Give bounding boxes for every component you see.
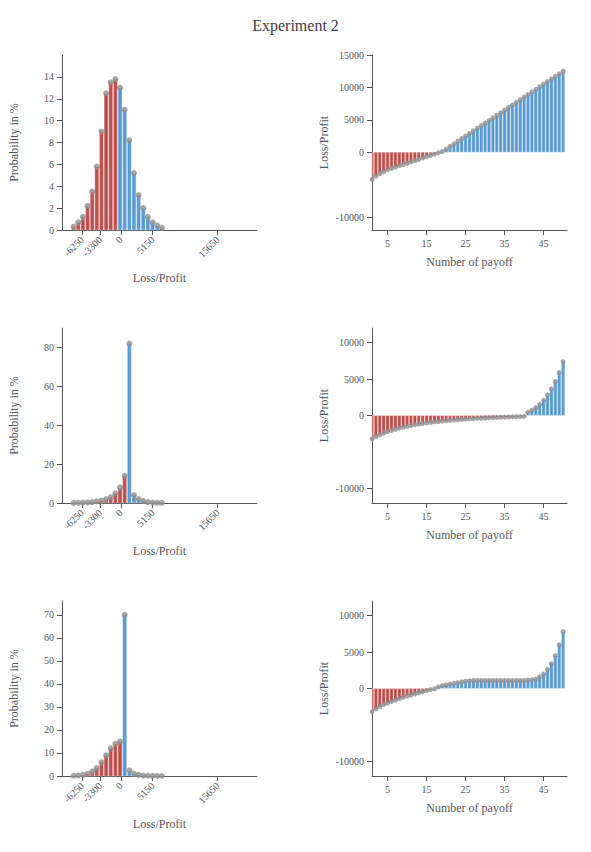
svg-text:15650: 15650: [196, 780, 221, 805]
svg-text:Loss/Profit: Loss/Profit: [317, 661, 331, 715]
svg-text:15: 15: [422, 511, 432, 522]
svg-text:Number of payoff: Number of payoff: [426, 528, 512, 542]
svg-text:Probability in %: Probability in %: [7, 376, 21, 455]
svg-text:2: 2: [49, 203, 54, 214]
svg-text:5000: 5000: [344, 114, 364, 125]
svg-text:14: 14: [44, 71, 54, 82]
svg-text:5150: 5150: [135, 780, 157, 802]
svg-text:-3300: -3300: [80, 780, 104, 804]
svg-text:80: 80: [44, 342, 54, 353]
svg-text:20: 20: [44, 459, 54, 470]
svg-text:4: 4: [49, 181, 54, 192]
svg-text:5: 5: [385, 238, 390, 249]
svg-text:5000: 5000: [344, 647, 364, 658]
svg-text:-3300: -3300: [80, 507, 104, 531]
svg-text:0: 0: [113, 780, 124, 791]
svg-text:-3300: -3300: [80, 234, 104, 258]
svg-text:10000: 10000: [339, 337, 364, 348]
svg-text:10000: 10000: [339, 82, 364, 93]
svg-text:20: 20: [44, 724, 54, 735]
svg-text:0: 0: [359, 410, 364, 421]
svg-text:6: 6: [49, 159, 54, 170]
svg-text:Number of payoff: Number of payoff: [426, 801, 512, 815]
svg-text:25: 25: [461, 784, 471, 795]
svg-text:5000: 5000: [344, 374, 364, 385]
svg-text:Loss/Profit: Loss/Profit: [317, 388, 331, 442]
svg-text:15000: 15000: [339, 50, 364, 61]
svg-text:60: 60: [44, 632, 54, 643]
svg-text:8: 8: [49, 137, 54, 148]
svg-text:Loss/Profit: Loss/Profit: [133, 544, 187, 558]
svg-text:Number of payoff: Number of payoff: [426, 255, 512, 269]
svg-text:5: 5: [385, 511, 390, 522]
svg-text:35: 35: [500, 784, 510, 795]
svg-text:70: 70: [44, 609, 54, 620]
svg-text:12: 12: [44, 93, 54, 104]
svg-text:50: 50: [44, 655, 54, 666]
svg-text:5150: 5150: [135, 507, 157, 529]
svg-text:-6250: -6250: [62, 234, 86, 258]
svg-text:10000: 10000: [339, 610, 364, 621]
svg-text:60: 60: [44, 381, 54, 392]
svg-text:0: 0: [359, 683, 364, 694]
svg-text:35: 35: [500, 511, 510, 522]
svg-text:0: 0: [113, 234, 124, 245]
svg-text:25: 25: [461, 511, 471, 522]
svg-text:Loss/Profit: Loss/Profit: [133, 271, 187, 285]
svg-text:15650: 15650: [196, 507, 221, 532]
svg-text:-6250: -6250: [62, 780, 86, 804]
svg-text:45: 45: [539, 511, 549, 522]
svg-text:0: 0: [49, 771, 54, 782]
svg-text:0: 0: [49, 225, 54, 236]
svg-text:25: 25: [461, 238, 471, 249]
svg-text:45: 45: [539, 784, 549, 795]
svg-text:Probability in %: Probability in %: [7, 649, 21, 728]
svg-text:15650: 15650: [196, 234, 221, 259]
svg-text:Experiment 2: Experiment 2: [252, 17, 339, 35]
svg-text:0: 0: [49, 498, 54, 509]
svg-text:Loss/Profit: Loss/Profit: [317, 115, 331, 169]
svg-text:15: 15: [422, 784, 432, 795]
svg-text:15: 15: [422, 238, 432, 249]
svg-text:10: 10: [44, 115, 54, 126]
svg-text:30: 30: [44, 701, 54, 712]
svg-text:-10000: -10000: [336, 212, 364, 223]
svg-text:-10000: -10000: [336, 756, 364, 767]
svg-text:40: 40: [44, 420, 54, 431]
svg-text:0: 0: [359, 147, 364, 158]
svg-text:10: 10: [44, 747, 54, 758]
svg-text:5150: 5150: [135, 234, 157, 256]
svg-text:Probability in %: Probability in %: [7, 103, 21, 182]
svg-text:45: 45: [539, 238, 549, 249]
svg-text:5: 5: [385, 784, 390, 795]
svg-text:0: 0: [113, 507, 124, 518]
svg-text:40: 40: [44, 678, 54, 689]
svg-text:Loss/Profit: Loss/Profit: [133, 817, 187, 831]
svg-text:35: 35: [500, 238, 510, 249]
svg-text:-10000: -10000: [336, 483, 364, 494]
svg-text:-6250: -6250: [62, 507, 86, 531]
